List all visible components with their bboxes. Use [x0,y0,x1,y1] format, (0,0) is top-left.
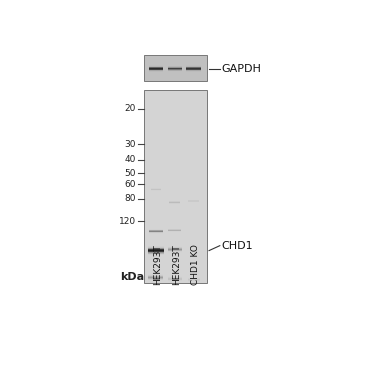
Bar [186,67,201,68]
Bar [168,249,182,250]
Bar [148,281,163,282]
Bar [149,64,163,65]
Bar [186,71,201,72]
Bar [149,67,163,68]
Bar [148,255,164,256]
Text: kDa: kDa [120,273,145,282]
Bar [168,251,182,252]
Text: 30: 30 [124,140,136,148]
Text: 50: 50 [124,169,136,178]
Bar [168,72,182,73]
Bar [148,273,163,274]
Bar [148,277,163,278]
Bar [186,66,201,67]
Bar [186,69,201,70]
Bar [186,72,201,73]
Bar [148,254,164,255]
Bar [168,69,182,70]
Bar [148,247,164,248]
Bar [148,245,164,246]
Bar [148,279,163,280]
Text: 120: 120 [119,217,136,226]
Bar [148,244,164,245]
Bar [149,70,163,71]
Text: CHD1: CHD1 [221,241,253,250]
Bar [168,66,182,67]
Bar [148,274,163,275]
Bar [149,72,163,73]
Bar [149,68,163,69]
Bar [149,71,163,72]
Text: HEK293T: HEK293T [172,244,182,285]
Bar [148,252,164,253]
Bar [149,66,163,67]
Bar [149,65,163,66]
Text: 80: 80 [124,194,136,203]
Bar [148,249,164,250]
Bar [148,248,164,249]
Text: 60: 60 [124,180,136,189]
Text: GAPDH: GAPDH [221,64,261,74]
Bar [168,70,182,71]
Bar [168,68,182,69]
Text: 20: 20 [125,104,136,113]
Bar [186,68,201,69]
Bar [168,71,182,72]
Bar [148,275,163,276]
Bar [148,278,163,279]
Bar [148,251,164,252]
Bar [168,253,182,254]
Text: HEK293T: HEK293T [153,244,162,285]
Bar [148,280,163,281]
Bar [144,90,207,283]
Bar [144,55,207,81]
Bar [186,65,201,66]
Text: 40: 40 [125,155,136,164]
Bar [168,252,182,253]
Bar [168,246,182,247]
Bar [168,67,182,68]
Bar [168,65,182,66]
Text: CHD1 KO: CHD1 KO [191,244,200,285]
Bar [149,69,163,70]
Bar [148,246,164,247]
Bar [168,247,182,248]
Bar [148,253,164,254]
Bar [148,276,163,277]
Bar [186,70,201,71]
Bar [186,64,201,65]
Bar [168,248,182,249]
